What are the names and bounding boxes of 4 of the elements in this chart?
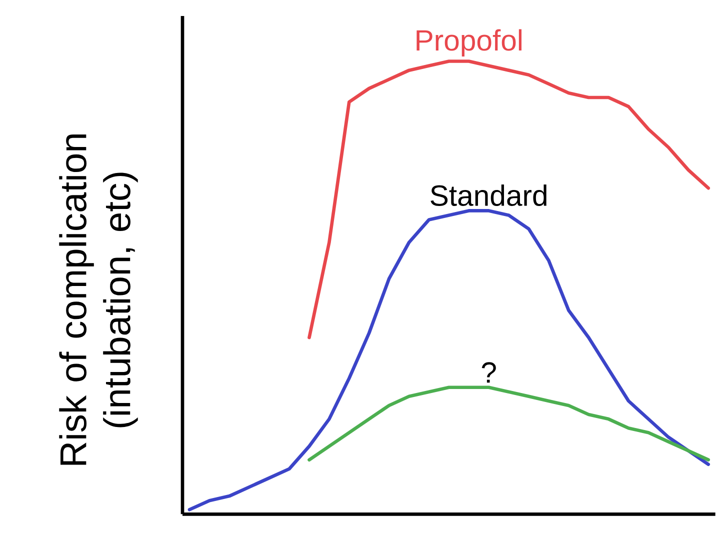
series-label: Standard — [430, 184, 546, 206]
series-label: ? — [482, 362, 496, 382]
y-axis-title: Risk of complication (intubation, etc) — [59, 134, 138, 465]
series-label: Propofol — [416, 28, 522, 56]
